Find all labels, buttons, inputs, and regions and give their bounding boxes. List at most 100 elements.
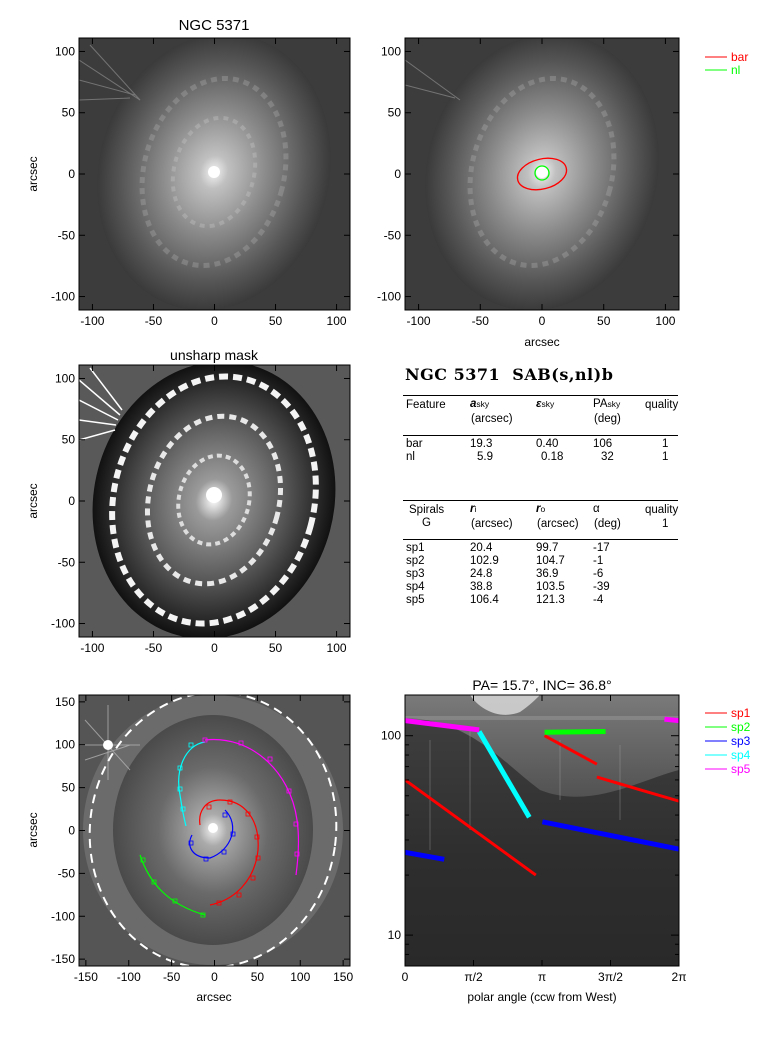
y-tick-label: 0 <box>394 167 401 181</box>
panel-title-unsharp: unsharp mask <box>170 347 259 363</box>
panel-title-ngc5371: NGC 5371 <box>179 17 250 34</box>
spiral-row-name: sp4 <box>406 581 425 593</box>
x-axis-label-tr: arcsec <box>524 335 559 349</box>
y-tick-label: 100 <box>55 738 75 752</box>
x-tick-label: -50 <box>145 314 163 328</box>
spiral-row-ri: 106.4 <box>470 594 499 606</box>
series-sp3 <box>541 819 679 852</box>
y-tick-label: 50 <box>62 781 76 795</box>
x-tick-label: 100 <box>290 970 310 984</box>
x-axis-label-bl: arcsec <box>196 990 231 1004</box>
feature-a-header: asky <box>470 398 490 410</box>
spiral-row-ri: 38.8 <box>470 581 493 593</box>
x-axis-label-br: polar angle (ccw from West) <box>467 990 616 1004</box>
spiral-row-al: -1 <box>593 555 604 567</box>
legend-label-sp2: sp2 <box>731 720 751 734</box>
spiral-arm-sp1 <box>199 799 259 906</box>
x-tick-label: 50 <box>269 314 283 328</box>
spiral-alpha-unit: (deg) <box>594 518 621 530</box>
spiral-row-al: -39 <box>593 581 610 593</box>
legend-label-sp1: sp1 <box>731 706 751 720</box>
spiral-row-ri: 102.9 <box>470 555 499 567</box>
x-tick-label: π/2 <box>464 970 483 984</box>
x-tick-label: 0 <box>211 970 218 984</box>
x-tick-label: 0 <box>402 970 409 984</box>
x-tick-label: 2π <box>672 970 687 984</box>
series-sp1 <box>405 778 537 877</box>
legend-label-sp5: sp5 <box>731 762 751 776</box>
spiral-quality-header: quality <box>645 504 679 516</box>
y-tick-label: -50 <box>58 555 76 569</box>
series-sp5 <box>664 716 679 724</box>
y-tick-label: -100 <box>51 290 75 304</box>
feature-col-header: Feature <box>406 399 446 411</box>
galaxy-image-ellipse-panel <box>405 38 679 310</box>
y-axis-label-tl: arcsec <box>26 156 40 191</box>
spiral-row-ro: 103.5 <box>536 581 565 593</box>
spiral-row-name: sp3 <box>406 568 425 580</box>
x-tick-label: -50 <box>145 641 163 655</box>
spiral-ri-header: ri <box>470 503 477 515</box>
series-sp3 <box>405 849 445 862</box>
legend-label-nl: nl <box>731 63 740 77</box>
feature-row-pa: 32 <box>601 451 614 463</box>
spiral-row-name: sp1 <box>406 542 425 554</box>
x-tick-label: -50 <box>472 314 490 328</box>
y-tick-label: 10 <box>388 928 402 942</box>
series-sp1 <box>543 734 598 766</box>
legend-ellipses: bar nl <box>705 50 748 77</box>
feature-pa-header: PAsky <box>593 398 621 410</box>
feature-row-a: 5.9 <box>477 451 493 463</box>
spiral-row-ro: 104.7 <box>536 555 565 567</box>
table-rule <box>403 435 678 436</box>
x-tick-label: 50 <box>251 970 265 984</box>
legend-label-sp4: sp4 <box>731 748 751 762</box>
y-tick-label: 0 <box>68 167 75 181</box>
spiral-row-ro: 36.9 <box>536 568 559 580</box>
x-tick-label: -100 <box>407 314 431 328</box>
spiral-quality-sub: 1 <box>662 518 669 530</box>
spiral-row-ro: 121.3 <box>536 594 565 606</box>
spiral-arm-sp4 <box>178 741 206 827</box>
galaxy-image-panel <box>79 38 350 310</box>
y-axis-label-bl: arcsec <box>26 812 40 847</box>
y-axis-label-ml: arcsec <box>26 483 40 518</box>
x-tick-label: 50 <box>597 314 611 328</box>
spiral-col-header: Spirals <box>409 504 445 516</box>
feature-row-e: 0.40 <box>536 438 559 450</box>
chart-series-layer <box>405 716 679 877</box>
spiral-row-al: -4 <box>593 594 604 606</box>
legend-label-sp3: sp3 <box>731 734 751 748</box>
feature-a-unit: (arcsec) <box>471 413 513 425</box>
table-rule <box>403 539 678 540</box>
feature-row-pa: 106 <box>593 438 613 450</box>
spiral-ro-header: ro <box>536 503 546 515</box>
x-tick-label: -100 <box>80 314 104 328</box>
y-tick-label: 50 <box>388 106 402 120</box>
x-tick-label: -50 <box>163 970 181 984</box>
x-tick-label: 100 <box>327 641 347 655</box>
spiral-arm-sp5 <box>204 738 300 876</box>
y-tick-label: 100 <box>55 371 75 385</box>
spiral-row-name: sp5 <box>406 594 425 606</box>
y-tick-label: 100 <box>55 44 75 58</box>
y-tick-label: 50 <box>62 433 76 447</box>
y-tick-label: -100 <box>377 290 401 304</box>
x-tick-label: -150 <box>74 970 98 984</box>
spiral-row-name: sp2 <box>406 555 425 567</box>
table-rule <box>403 395 678 396</box>
spiral-row-al: -17 <box>593 542 610 554</box>
spiral-alpha-header: α <box>593 503 600 515</box>
feature-row-name: nl <box>406 451 415 463</box>
series-sp1 <box>596 775 679 803</box>
series-sp2 <box>544 728 606 735</box>
y-tick-label: -50 <box>384 228 402 242</box>
y-tick-label: 150 <box>55 695 75 709</box>
feature-row-q: 1 <box>662 438 669 450</box>
table-heading: NGC 5371 SAB(s,nl)b <box>405 365 614 384</box>
y-tick-label: -150 <box>51 952 75 966</box>
nl-ellipse <box>534 165 550 181</box>
x-tick-label: 100 <box>327 314 347 328</box>
